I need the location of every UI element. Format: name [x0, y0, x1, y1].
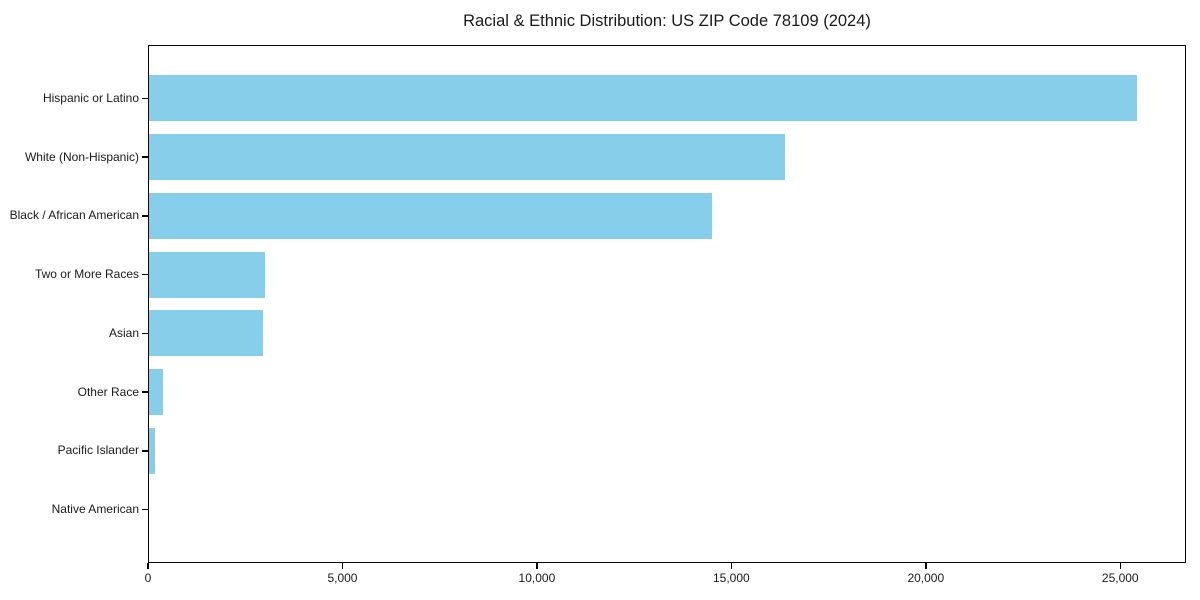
y-tick-label: Asian	[108, 325, 139, 340]
chart-title: Racial & Ethnic Distribution: US ZIP Cod…	[463, 12, 871, 30]
y-tick-label: Pacific Islander	[57, 443, 139, 458]
x-tick-label: 0	[144, 571, 152, 585]
bar-pacific-islander	[149, 427, 156, 474]
x-axis-tick	[925, 563, 927, 569]
y-tick-label: Black / African American	[9, 208, 139, 223]
y-tick-label: Other Race	[77, 384, 139, 399]
x-axis-tick	[1119, 563, 1121, 569]
plot-area	[148, 45, 1186, 563]
y-axis-tick	[142, 391, 148, 393]
y-axis-tick	[142, 450, 148, 452]
x-tick-label: 10,000	[518, 571, 556, 585]
y-axis-tick	[142, 508, 148, 511]
x-axis-tick	[341, 563, 344, 569]
bar-asian	[149, 310, 264, 357]
x-tick-label: 20,000	[907, 571, 945, 585]
x-tick-label: 15,000	[713, 571, 750, 585]
bar-hispanic-or-latino	[149, 75, 1137, 122]
bar-other-race	[149, 369, 163, 416]
y-axis-tick	[142, 156, 148, 158]
y-axis-tick	[142, 97, 148, 100]
y-axis-tick	[142, 273, 148, 276]
y-axis-tick	[142, 332, 148, 335]
x-axis-tick	[536, 563, 538, 569]
y-tick-label: Two or More Races	[34, 267, 139, 282]
x-axis-tick	[147, 563, 149, 569]
y-tick-label: Hispanic or Latino	[42, 90, 139, 105]
bar-two-or-more-races	[149, 251, 266, 298]
y-tick-label: Native American	[51, 502, 139, 517]
x-tick-label: 5,000	[327, 571, 358, 585]
x-tick-label: 25,000	[1101, 571, 1139, 585]
y-tick-label: White (Non-Hispanic)	[24, 149, 139, 164]
bar-black-african-american	[149, 192, 712, 239]
x-axis-tick	[730, 563, 733, 569]
y-axis-tick	[142, 215, 148, 217]
bar-white-non-hispanic	[149, 134, 786, 181]
